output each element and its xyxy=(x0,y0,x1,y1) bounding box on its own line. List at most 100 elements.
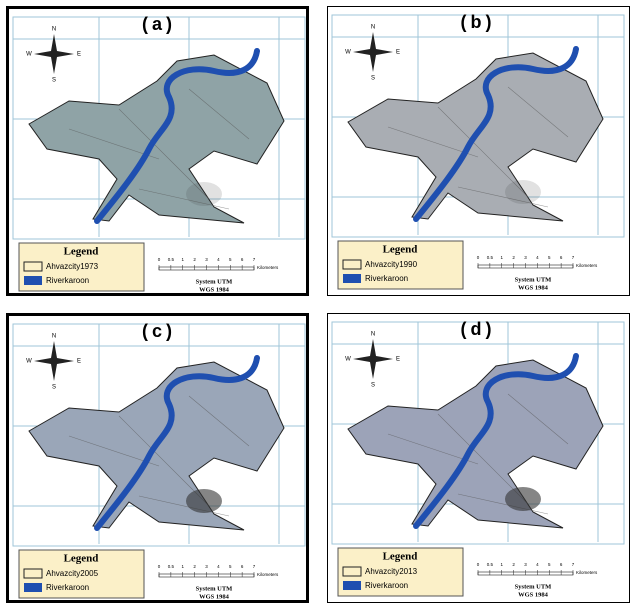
compass-s: S xyxy=(52,78,56,84)
map: (a) N S E W Legend Ahvazcity1973 Riverkaroon 0 0.… xyxy=(12,14,306,293)
projection: WGS 1984 xyxy=(518,284,549,291)
scale-label: 2 xyxy=(512,562,515,567)
map: (b) N S E W Legend Ahvazcity1990 Riverkaroon 0 0.… xyxy=(331,12,625,291)
legend-swatch xyxy=(24,276,42,285)
legend-item: Ahvazcity2013 xyxy=(365,567,418,576)
compass-e: E xyxy=(77,52,81,58)
compass-w: W xyxy=(26,52,32,58)
legend-swatch xyxy=(342,566,362,577)
legend-item: Ahvazcity2005 xyxy=(46,569,99,578)
dark-area xyxy=(505,487,541,511)
projection: WGS 1984 xyxy=(199,593,230,600)
scale-label: 2 xyxy=(193,257,196,262)
scale-label: 3 xyxy=(205,564,208,569)
scale-label: 0.5 xyxy=(487,562,494,567)
compass-s: S xyxy=(371,76,375,82)
compass-n: N xyxy=(371,25,375,31)
dark-area xyxy=(186,182,222,206)
scale-label: 0 xyxy=(158,257,161,262)
city-texture xyxy=(387,86,569,208)
legend-title: Legend xyxy=(64,553,99,565)
scale-label: 1 xyxy=(500,255,503,260)
compass-n: N xyxy=(52,27,56,33)
projection: System UTM xyxy=(196,585,233,592)
projection: WGS 1984 xyxy=(518,591,549,598)
projection: WGS 1984 xyxy=(199,286,230,293)
scale-label: 5 xyxy=(229,564,232,569)
river xyxy=(94,48,260,224)
scale-unit: Kilometers xyxy=(257,572,279,577)
legend-item: Riverkaroon xyxy=(46,276,89,285)
scale-label: 5 xyxy=(229,257,232,262)
scale-label: 0.5 xyxy=(487,255,494,260)
compass-s: S xyxy=(371,383,375,389)
legend-item: Ahvazcity1973 xyxy=(46,262,99,271)
legend-swatch xyxy=(342,259,362,270)
scale-label: 2 xyxy=(512,255,515,260)
river xyxy=(94,355,260,531)
river xyxy=(413,46,579,222)
city-texture xyxy=(68,395,250,517)
compass-n: N xyxy=(371,332,375,338)
compass-e: E xyxy=(396,357,400,363)
scale-label: 7 xyxy=(253,564,256,569)
scale-label: 4 xyxy=(217,564,220,569)
compass-w: W xyxy=(26,359,32,365)
scale-label: 6 xyxy=(560,255,563,260)
scale-label: 0.5 xyxy=(168,564,175,569)
scale-label: 5 xyxy=(548,562,551,567)
map-panel: (a) N S E W Legend Ahvazcity1973 Riverkaroon 0 0.… xyxy=(6,6,309,296)
legend-swatch xyxy=(343,274,361,283)
compass-w: W xyxy=(345,357,351,363)
scale-label: 7 xyxy=(572,562,575,567)
scale-label: 1 xyxy=(181,257,184,262)
panel-label: (d) xyxy=(461,319,496,339)
projection: System UTM xyxy=(515,276,552,283)
compass-n: N xyxy=(52,334,56,340)
compass-rose xyxy=(34,341,74,381)
legend-item: Riverkaroon xyxy=(46,583,89,592)
legend-swatch xyxy=(343,581,361,590)
map-frame xyxy=(331,14,625,238)
city-texture xyxy=(68,88,250,210)
legend-swatch xyxy=(24,583,42,592)
scale-unit: Kilometers xyxy=(576,263,598,268)
legend-swatch xyxy=(23,261,43,272)
map-panel: (c) N S E W Legend Ahvazcity2005 Riverkaroon 0 0.… xyxy=(6,313,309,603)
legend-title: Legend xyxy=(383,551,418,563)
scale-unit: Kilometers xyxy=(257,265,279,270)
scale-label: 6 xyxy=(241,257,244,262)
scale-label: 0.5 xyxy=(168,257,175,262)
city-texture xyxy=(387,393,569,515)
compass-s: S xyxy=(52,385,56,391)
projection: System UTM xyxy=(515,583,552,590)
legend-item: Riverkaroon xyxy=(365,274,408,283)
map-panel: (d) N S E W Legend Ahvazcity2013 Riverkaroon 0 0.… xyxy=(327,313,630,603)
compass-w: W xyxy=(345,50,351,56)
scale-label: 3 xyxy=(524,562,527,567)
scale-label: 3 xyxy=(205,257,208,262)
compass-e: E xyxy=(396,50,400,56)
scale-label: 7 xyxy=(253,257,256,262)
panel-label: (a) xyxy=(142,14,176,34)
scale-label: 1 xyxy=(500,562,503,567)
map: (c) N S E W Legend Ahvazcity2005 Riverkaroon 0 0.… xyxy=(12,321,306,600)
compass-rose xyxy=(353,339,393,379)
compass-e: E xyxy=(77,359,81,365)
scale-label: 4 xyxy=(536,255,539,260)
dark-area xyxy=(505,180,541,204)
scale-label: 2 xyxy=(193,564,196,569)
scale-label: 4 xyxy=(536,562,539,567)
scale-label: 1 xyxy=(181,564,184,569)
legend-item: Riverkaroon xyxy=(365,581,408,590)
map-panel: (b) N S E W Legend Ahvazcity1990 Riverkaroon 0 0.… xyxy=(327,6,630,296)
legend-title: Legend xyxy=(64,246,99,258)
scale-label: 5 xyxy=(548,255,551,260)
scale-label: 6 xyxy=(560,562,563,567)
scale-label: 6 xyxy=(241,564,244,569)
map-frame xyxy=(331,321,625,545)
map: (d) N S E W Legend Ahvazcity2013 Riverkaroon 0 0.… xyxy=(331,319,625,598)
river xyxy=(413,353,579,529)
scale-label: 3 xyxy=(524,255,527,260)
scale-unit: Kilometers xyxy=(576,570,598,575)
